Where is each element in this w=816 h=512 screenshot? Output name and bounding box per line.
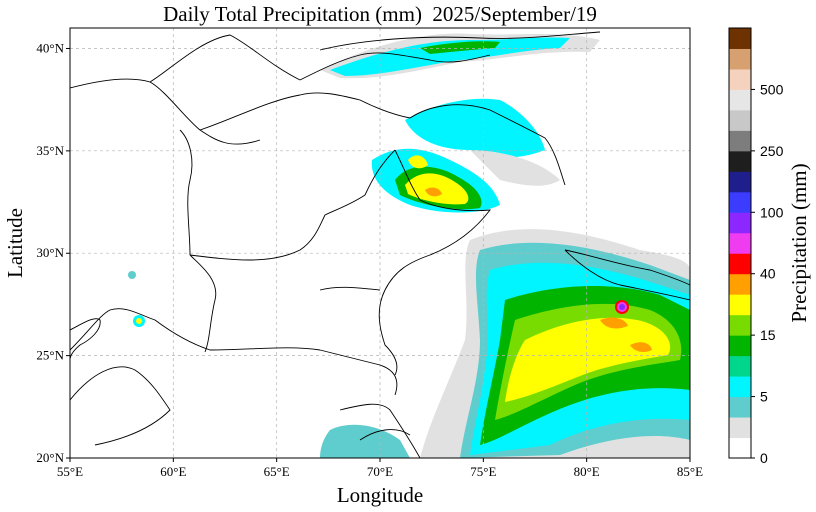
colorbar-swatch	[729, 253, 751, 275]
border-kyrgyz	[319, 31, 601, 51]
colorbar-tick-label: 0	[760, 450, 768, 466]
map-title: Daily Total Precipitation (mm) 2025/Sept…	[163, 2, 597, 26]
colorbar-swatch	[729, 417, 751, 439]
x-tick-label: 85°E	[677, 464, 703, 479]
colorbar-swatch	[729, 48, 751, 70]
border-afghanistan-pakistan	[189, 149, 396, 261]
y-tick-label: 40°N	[36, 40, 64, 55]
precip-orange-se2	[630, 342, 652, 353]
precip-orange-se	[600, 317, 628, 329]
precip-south-coast	[320, 424, 410, 458]
colorbar-tick-label: 5	[760, 389, 768, 405]
border-nepal	[564, 249, 690, 286]
border-uzbek-tajik	[299, 52, 491, 81]
coastline-india-west	[339, 403, 421, 458]
border-china-kashmir	[409, 104, 566, 186]
plot-area	[69, 27, 691, 459]
x-tick-label: 65°E	[264, 464, 290, 479]
precip-spot-aqua	[128, 271, 136, 279]
colorbar-swatch	[729, 335, 751, 357]
colorbar-swatch	[729, 437, 751, 459]
colorbar	[729, 28, 751, 459]
colorbar-swatch	[729, 314, 751, 336]
precip-yellow-punjab-n	[408, 155, 428, 169]
coastline-kathiawar	[359, 429, 411, 441]
coastline-pakistan	[319, 349, 398, 396]
colorbar-tick-label: 40	[760, 266, 776, 282]
colorbar-swatch	[729, 294, 751, 316]
y-tick-label: 25°N	[36, 348, 64, 363]
colorbar-title: Precipitation (mm)	[787, 163, 811, 322]
coastline-iran-south	[70, 308, 321, 351]
precip-orange-punjab	[425, 187, 442, 197]
colorbar-swatch	[729, 68, 751, 90]
colorbar-tick-label: 100	[760, 204, 784, 220]
y-axis-title: Latitude	[3, 208, 27, 278]
colorbar-swatch	[729, 171, 751, 193]
y-tick-label: 20°N	[36, 450, 64, 465]
precip-cyan-nw	[405, 98, 545, 158]
colorbar-labels: 0 5 15 40 100 250 500	[751, 81, 784, 466]
y-axis: 20°N 25°N 30°N 35°N 40°N	[36, 40, 70, 465]
colorbar-swatch	[729, 109, 751, 131]
colorbar-swatch	[729, 355, 751, 377]
colorbar-swatch	[729, 273, 751, 295]
precip-cyan-north	[330, 37, 570, 76]
precip-spot-yellow	[136, 318, 142, 324]
border-turkmenistan	[149, 34, 301, 83]
colorbar-swatch	[729, 130, 751, 152]
x-tick-label: 60°E	[160, 464, 186, 479]
x-tick-label: 80°E	[574, 464, 600, 479]
colorbar-frame	[728, 27, 752, 459]
colorbar-swatch	[729, 396, 751, 418]
colorbar-swatch	[729, 89, 751, 111]
colorbar-swatch	[729, 212, 751, 234]
y-tick-label: 35°N	[36, 143, 64, 158]
precip-yellow-se	[505, 317, 671, 402]
border-india-pakistan	[378, 149, 491, 376]
coastline-gulf	[70, 78, 261, 145]
colorbar-swatch	[729, 191, 751, 213]
precipitation-field	[128, 33, 690, 458]
precip-light-nw	[470, 150, 560, 186]
precip-cell-violet	[619, 304, 625, 310]
colorbar-tick-label: 15	[760, 327, 776, 343]
gridlines	[70, 28, 690, 458]
y-tick-label: 30°N	[36, 245, 64, 260]
coastline-arabia	[70, 318, 101, 361]
coastline-oman	[70, 366, 171, 446]
border-pakistan-south	[319, 286, 381, 291]
border-nepal-south	[564, 249, 690, 301]
border-iran-pakistan	[189, 254, 217, 353]
x-tick-label: 55°E	[57, 464, 83, 479]
border-iran-afghanistan	[179, 129, 193, 256]
colorbar-swatch	[729, 376, 751, 398]
colorbar-swatch	[729, 150, 751, 172]
colorbar-swatch	[729, 232, 751, 254]
x-tick-label: 75°E	[470, 464, 496, 479]
precip-green-north	[420, 41, 500, 54]
border-afghanistan-north	[199, 92, 411, 131]
colorbar-tick-label: 500	[760, 81, 784, 97]
colorbar-tick-label: 250	[760, 143, 784, 159]
colorbar-swatch	[729, 28, 751, 49]
country-borders	[70, 31, 690, 458]
x-axis-title: Longitude	[337, 483, 423, 507]
x-tick-label: 70°E	[367, 464, 393, 479]
x-axis: 55°E 60°E 65°E 70°E 75°E 80°E 85°E	[57, 458, 703, 479]
